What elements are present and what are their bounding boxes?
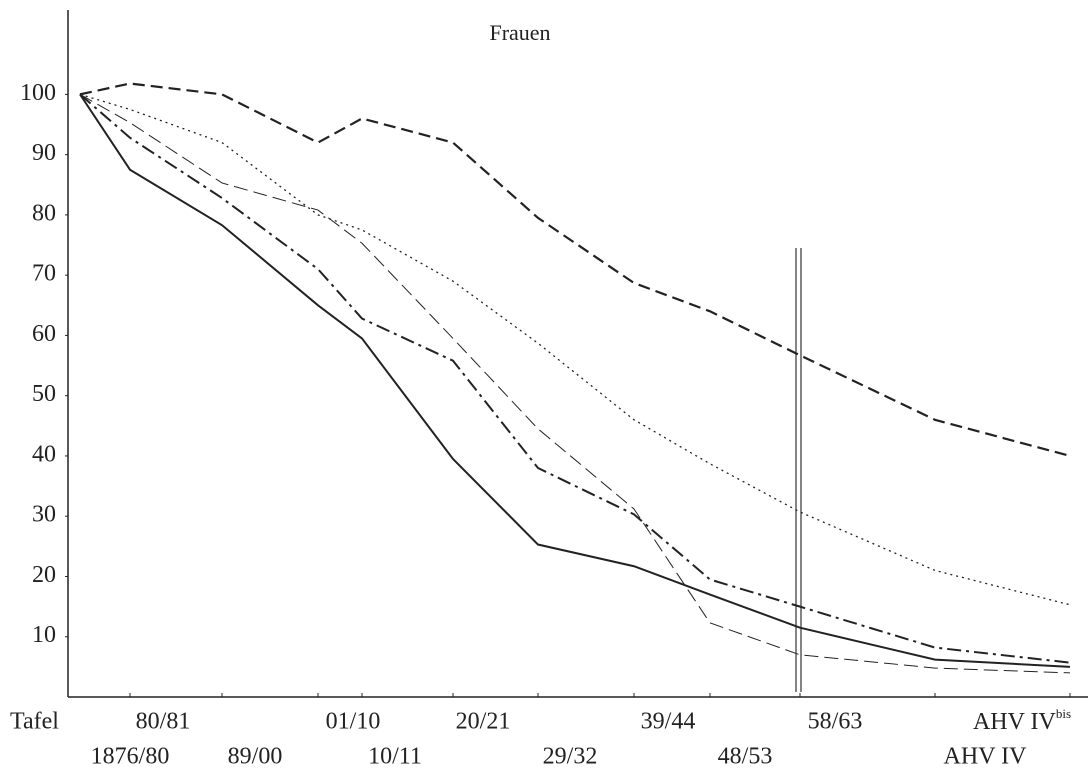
y-tick-label: 60 bbox=[32, 321, 56, 347]
y-tick-label: 50 bbox=[32, 381, 56, 407]
series-line bbox=[79, 82, 1071, 458]
x-tick-label: 20/21 bbox=[456, 709, 511, 735]
y-tick-label: 100 bbox=[20, 80, 56, 106]
series-line bbox=[79, 93, 1071, 668]
series-line bbox=[79, 93, 1071, 664]
x-tick-label: 48/53 bbox=[718, 744, 773, 770]
y-tick-label: 90 bbox=[32, 140, 56, 166]
x-tick-label: 80/81 bbox=[136, 709, 191, 735]
x-tick-label: 1876/80 bbox=[91, 744, 170, 770]
series-line bbox=[79, 93, 1071, 606]
x-tick-label: 58/63 bbox=[808, 709, 863, 735]
x-tick-label: AHV IV bbox=[944, 744, 1028, 770]
series-line bbox=[79, 93, 1071, 674]
x-tick-label: 39/44 bbox=[641, 709, 696, 735]
x-tick-label: 89/00 bbox=[228, 744, 283, 770]
y-tick-label: 70 bbox=[32, 261, 56, 287]
y-tick-label: 20 bbox=[32, 562, 56, 588]
x-tick-label-main: AHV IV bbox=[973, 709, 1057, 735]
y-tick-label: 10 bbox=[32, 622, 56, 648]
chart-title: Frauen bbox=[489, 20, 550, 45]
x-tick-label-sup: bis bbox=[1056, 706, 1071, 721]
x-tick-label: 29/32 bbox=[543, 744, 598, 770]
x-tick-label: 10/11 bbox=[368, 744, 422, 770]
x-axis-label: Tafel bbox=[10, 709, 59, 735]
x-tick-label: 01/10 bbox=[326, 709, 381, 735]
y-tick-label: 40 bbox=[32, 441, 56, 467]
x-tick-label: AHV IVbis bbox=[973, 706, 1071, 735]
y-tick-label: 80 bbox=[32, 200, 56, 226]
y-tick-label: 30 bbox=[32, 502, 56, 528]
